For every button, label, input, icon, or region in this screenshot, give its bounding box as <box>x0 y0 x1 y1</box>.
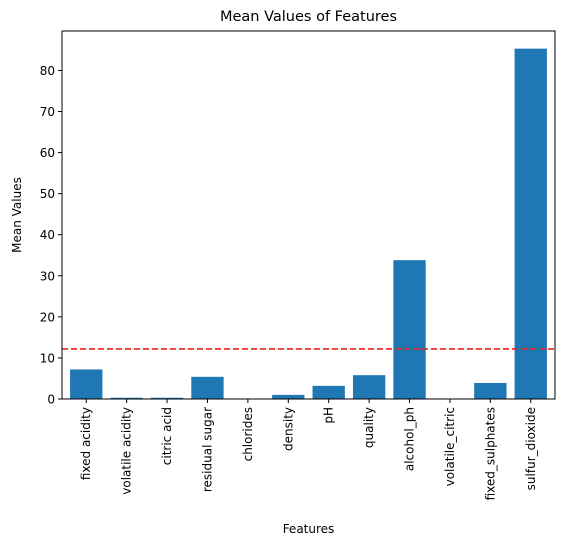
bar-fixed-acidity <box>70 369 103 399</box>
y-tick-label: 40 <box>40 228 55 242</box>
x-tick-label: density <box>281 407 295 451</box>
y-tick-label: 10 <box>40 351 55 365</box>
x-axis: fixed acidity volatile acidity citric acid… <box>79 399 538 500</box>
y-tick-label: 80 <box>40 64 55 78</box>
x-tick-label: citric acid <box>160 407 174 465</box>
y-tick-label: 50 <box>40 187 55 201</box>
bar-quality <box>352 375 386 399</box>
x-tick-label: quality <box>362 407 376 448</box>
bar-ph <box>312 385 345 399</box>
bar-volatile-acidity <box>110 397 143 399</box>
y-tick-label: 30 <box>40 269 55 283</box>
bar-alcohol-ph <box>393 260 426 399</box>
bar-density <box>272 394 305 399</box>
bar-residual-sugar <box>191 376 224 399</box>
bar-fixed-sulphates <box>474 382 507 399</box>
y-axis: 0 10 20 30 40 50 60 70 80 <box>40 64 62 407</box>
y-tick-label: 60 <box>40 146 55 160</box>
y-tick-label: 20 <box>40 310 55 324</box>
chart-title: Mean Values of Features <box>220 9 397 25</box>
x-tick-label: volatile acidity <box>120 407 134 495</box>
bar-citric-acid <box>150 397 184 399</box>
bar-sulfur-dioxide <box>514 48 547 400</box>
bars-group <box>70 48 547 400</box>
x-tick-label: sulfur_dioxide <box>524 407 538 490</box>
x-tick-label: volatile_citric <box>443 407 457 486</box>
x-tick-label: fixed_sulphates <box>483 407 497 500</box>
x-tick-label: alcohol_ph <box>403 407 417 471</box>
y-tick-label: 0 <box>47 393 55 407</box>
x-tick-label: fixed acidity <box>79 407 93 480</box>
y-tick-label: 70 <box>40 105 55 119</box>
x-tick-label: residual sugar <box>200 407 214 492</box>
plot-frame <box>61 30 556 400</box>
y-axis-label: Mean Values <box>10 177 24 253</box>
x-axis-label: Features <box>283 522 335 536</box>
x-tick-label: pH <box>322 407 336 424</box>
x-tick-label: chlorides <box>241 407 255 461</box>
